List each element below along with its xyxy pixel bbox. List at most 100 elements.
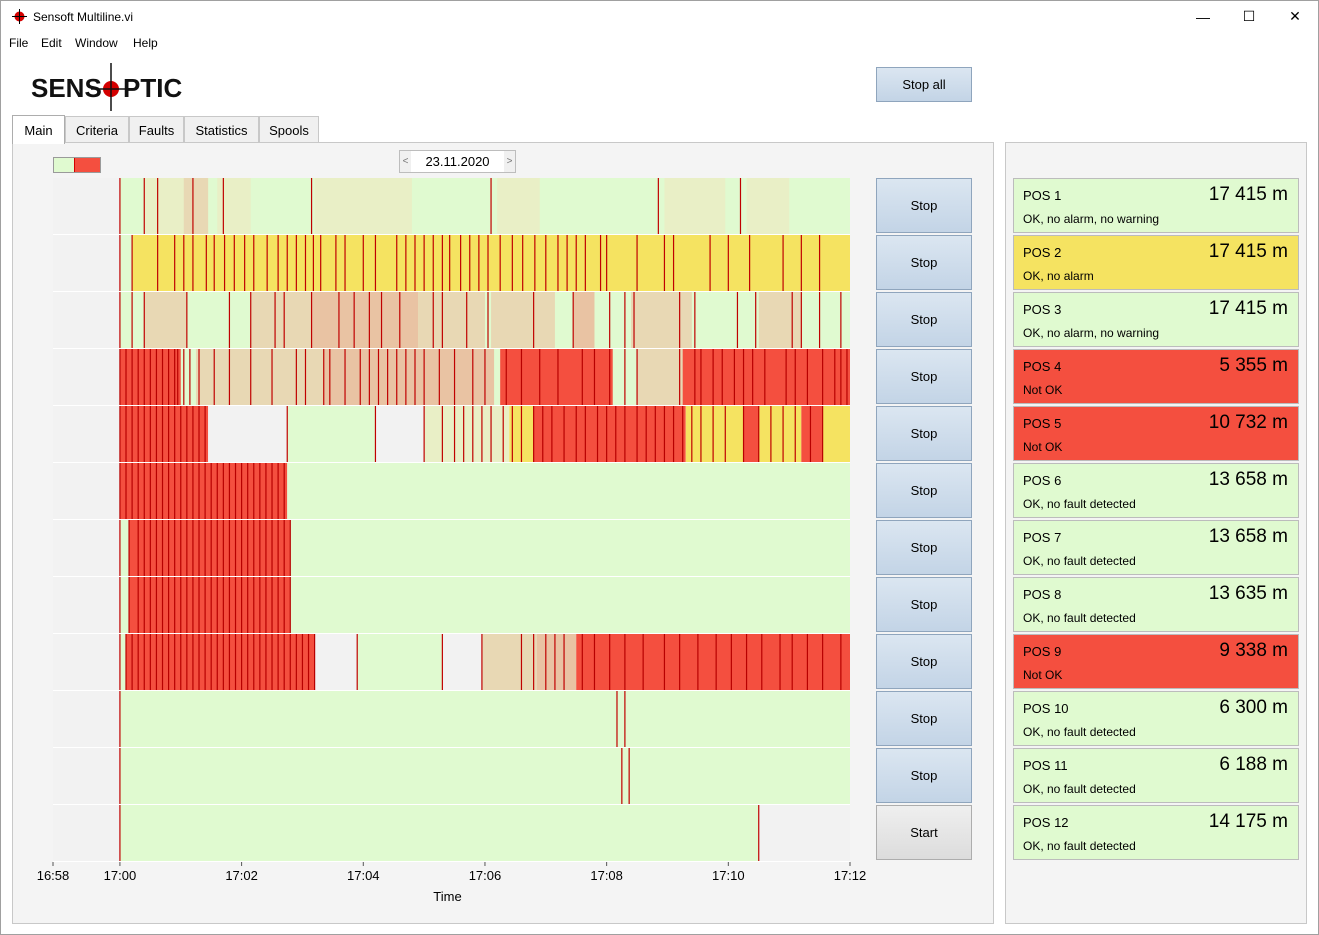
position-card-11: POS 11 6 188 m OK, no fault detected	[1013, 748, 1299, 803]
position-status: OK, no fault detected	[1023, 725, 1136, 739]
timeline-segment	[323, 349, 495, 405]
position-length: 9 338 m	[1219, 640, 1288, 661]
timeline-segment	[314, 178, 412, 234]
timeline-segment	[208, 406, 288, 462]
x-tick-label: 17:12	[834, 868, 867, 883]
position-status: OK, no alarm, no warning	[1023, 212, 1160, 226]
timeline-segment	[119, 463, 288, 519]
close-button[interactable]: ✕	[1272, 1, 1318, 32]
timeline-segment	[119, 520, 130, 576]
stop-button-5[interactable]: Stop	[876, 406, 972, 461]
menu-edit[interactable]: Edit	[41, 36, 62, 50]
date-picker[interactable]: < 23.11.2020 >	[399, 150, 516, 173]
position-status: Not OK	[1023, 668, 1063, 682]
position-status: OK, no alarm	[1023, 269, 1094, 283]
position-status: OK, no fault detected	[1023, 839, 1136, 853]
position-card-6: POS 6 13 658 m OK, no fault detected	[1013, 463, 1299, 518]
position-card-7: POS 7 13 658 m OK, no fault detected	[1013, 520, 1299, 575]
tab-criteria[interactable]: Criteria	[65, 116, 129, 143]
stop-button-1[interactable]: Stop	[876, 178, 972, 233]
position-status: OK, no fault detected	[1023, 497, 1136, 511]
position-name: POS 4	[1023, 359, 1062, 374]
menu-bar: File Edit Window Help	[1, 32, 1318, 54]
stop-button-4[interactable]: Stop	[876, 349, 972, 404]
position-name: POS 10	[1023, 701, 1069, 716]
title-bar: Sensoft Multiline.vi — ☐ ✕	[1, 1, 1318, 32]
stop-button-8[interactable]: Stop	[876, 577, 972, 632]
position-name: POS 6	[1023, 473, 1062, 488]
position-length: 6 188 m	[1219, 754, 1288, 775]
tab-faults[interactable]: Faults	[129, 116, 184, 143]
date-next-button[interactable]: >	[504, 151, 515, 172]
stop-button-10[interactable]: Stop	[876, 691, 972, 746]
position-name: POS 12	[1023, 815, 1069, 830]
stop-button-2[interactable]: Stop	[876, 235, 972, 290]
position-length: 5 355 m	[1219, 355, 1288, 376]
timeline-segment	[418, 292, 485, 348]
position-name: POS 9	[1023, 644, 1062, 659]
position-length: 14 175 m	[1208, 811, 1288, 832]
x-tick-label: 17:10	[712, 868, 745, 883]
timeline-segment	[287, 463, 851, 519]
position-length: 10 732 m	[1208, 412, 1288, 433]
timeline-segment	[573, 292, 595, 348]
position-card-4: POS 4 5 355 m Not OK	[1013, 349, 1299, 404]
start-button-12[interactable]: Start	[876, 805, 972, 860]
timeline-segment	[357, 634, 443, 690]
stop-button-7[interactable]: Stop	[876, 520, 972, 575]
timeline-segment	[442, 634, 482, 690]
timeline-segment	[53, 805, 120, 861]
menu-window[interactable]: Window	[75, 36, 118, 50]
maximize-icon: ☐	[1242, 8, 1256, 24]
position-name: POS 3	[1023, 302, 1062, 317]
timeline-segment	[53, 748, 120, 804]
position-length: 13 635 m	[1208, 583, 1288, 604]
timeline-segment	[536, 634, 577, 690]
stop-button-6[interactable]: Stop	[876, 463, 972, 518]
x-tick-label: 17:04	[347, 868, 380, 883]
date-prev-button[interactable]: <	[400, 151, 411, 172]
timeline-segment	[758, 406, 802, 462]
timeline-segment	[53, 349, 120, 405]
tab-statistics[interactable]: Statistics	[184, 116, 259, 143]
timeline-segment	[53, 691, 120, 747]
x-tick-label: 17:08	[590, 868, 623, 883]
maximize-button[interactable]: ☐	[1226, 1, 1272, 32]
timeline-segment	[53, 463, 120, 519]
timeline-segment	[119, 406, 209, 462]
timeline-segment	[119, 805, 759, 861]
timeline-segment	[801, 406, 823, 462]
position-name: POS 1	[1023, 188, 1062, 203]
position-length: 6 300 m	[1219, 697, 1288, 718]
x-tick-label: 17:00	[104, 868, 137, 883]
minimize-button[interactable]: —	[1180, 1, 1226, 32]
timeline-segment	[682, 349, 850, 405]
menu-file[interactable]: File	[9, 36, 29, 50]
timeline-segment	[290, 577, 851, 633]
timeline-segment	[53, 406, 120, 462]
stop-button-9[interactable]: Stop	[876, 634, 972, 689]
stop-all-button[interactable]: Stop all	[876, 67, 972, 102]
tab-spools[interactable]: Spools	[259, 116, 319, 143]
timeline-segment	[144, 292, 187, 348]
stop-button-11[interactable]: Stop	[876, 748, 972, 803]
position-status: OK, no fault detected	[1023, 782, 1136, 796]
tab-main[interactable]: Main	[12, 115, 65, 144]
menu-help[interactable]: Help	[133, 36, 158, 50]
timeline-segment	[119, 634, 127, 690]
position-card-8: POS 8 13 635 m OK, no fault detected	[1013, 577, 1299, 632]
logo-text-right: PTIC	[123, 73, 182, 103]
window-title: Sensoft Multiline.vi	[33, 10, 134, 24]
timeline-segment	[497, 178, 540, 234]
timeline-segment	[53, 235, 120, 291]
position-card-12: POS 12 14 175 m OK, no fault detected	[1013, 805, 1299, 860]
position-card-1: POS 1 17 415 m OK, no alarm, no warning	[1013, 178, 1299, 233]
timeline-segment	[119, 235, 133, 291]
timeline-segment	[250, 292, 312, 348]
timeline-segment	[126, 634, 315, 690]
stop-button-3[interactable]: Stop	[876, 292, 972, 347]
position-name: POS 8	[1023, 587, 1062, 602]
timeline-segment	[311, 292, 419, 348]
timeline-segment	[144, 178, 190, 234]
